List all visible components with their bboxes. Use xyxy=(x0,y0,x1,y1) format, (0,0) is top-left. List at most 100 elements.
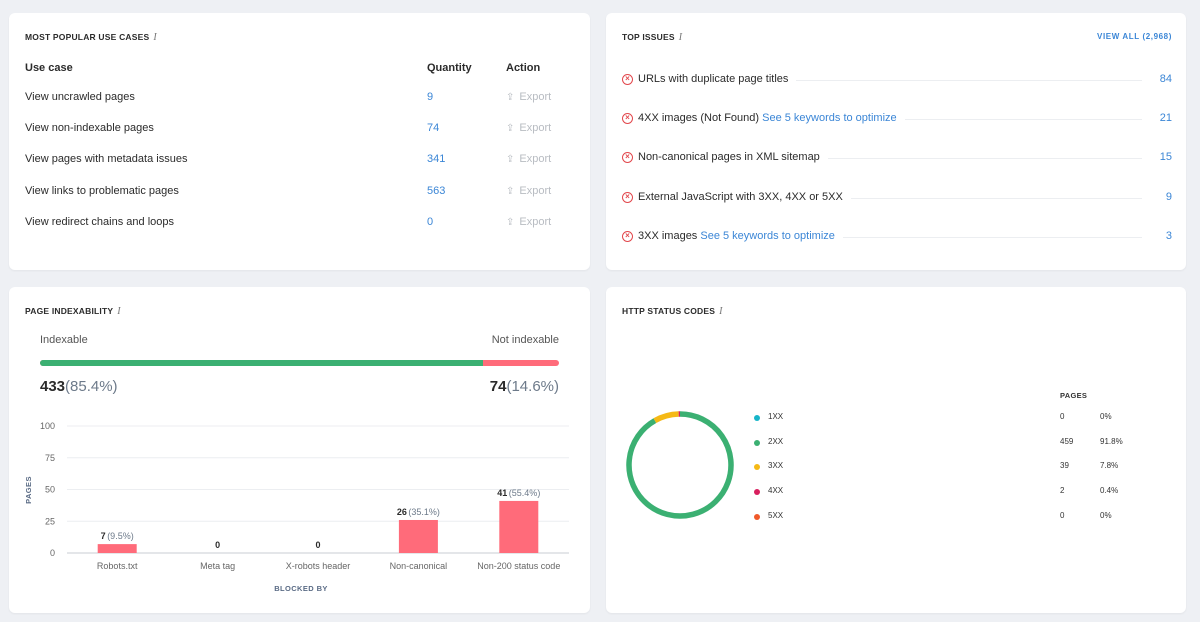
issue-count[interactable]: 21 xyxy=(1159,112,1172,125)
status-legend-row[interactable]: 4XX 2 0.4% xyxy=(754,486,1174,500)
donut-slice-2xx[interactable] xyxy=(626,411,734,519)
export-label: Export xyxy=(519,91,552,103)
issue-text[interactable]: 4XX images (Not Found) See 5 keywords to… xyxy=(638,112,905,125)
export-label: Export xyxy=(519,153,552,166)
info-icon[interactable]: i xyxy=(153,32,157,43)
info-icon[interactable]: i xyxy=(117,306,121,317)
status-legend-row[interactable]: 5XX 0 0% xyxy=(754,511,1174,525)
blocked-by-bar-chart: 0 25 50 75 100 PAGES BLOCKED BY 7 (9.5%) Robots.t… xyxy=(24,421,569,593)
issue-text[interactable]: External JavaScript with 3XX, 4XX or 5XX xyxy=(638,190,851,203)
quantity-link[interactable]: 0 xyxy=(427,215,434,228)
data-label-pct: (35.1%) xyxy=(408,507,440,517)
not-indexable-label: Not indexable xyxy=(491,334,559,346)
quantity-link[interactable]: 74 xyxy=(427,122,440,135)
x-tick-label: Non-200 status code xyxy=(477,561,560,571)
issue-label[interactable]: External JavaScript with 3XX, 4XX or 5XX xyxy=(638,190,843,203)
row-divider xyxy=(638,197,1142,199)
column-header-action: Action xyxy=(506,62,541,74)
issue-label[interactable]: 4XX images (Not Found) xyxy=(638,112,760,125)
y-tick-label: 100 xyxy=(40,421,55,431)
bar[interactable] xyxy=(499,500,539,553)
use-case-name[interactable]: View links to problematic pages xyxy=(25,184,179,197)
x-tick-label: X-robots header xyxy=(286,561,351,571)
view-all-link[interactable]: VIEW ALL (2,968) xyxy=(1097,32,1172,41)
table-row: View pages with metadata issues 341 ⇪ Expor… xyxy=(9,153,590,173)
indexable-bar-fill xyxy=(40,360,484,366)
use-case-name[interactable]: View non-indexable pages xyxy=(25,122,154,135)
quantity-link[interactable]: 341 xyxy=(427,153,446,166)
data-label: 0 xyxy=(215,540,220,550)
status-pages: 39 xyxy=(1060,461,1069,471)
x-tick-label: Meta tag xyxy=(200,561,235,571)
row-divider xyxy=(638,158,1142,160)
issue-label[interactable]: URLs with duplicate page titles xyxy=(638,73,789,85)
column-header-use-case: Use case xyxy=(25,62,73,74)
table-row: View uncrawled pages 9 ⇪ Export xyxy=(9,91,590,111)
legend-dot xyxy=(754,489,760,496)
y-axis-label: PAGES xyxy=(24,476,33,504)
export-label: Export xyxy=(519,122,552,135)
indexable-pct: (85.4%) xyxy=(65,378,118,395)
data-label: 41 (55.4%) xyxy=(497,488,540,498)
upload-icon: ⇪ xyxy=(506,123,515,135)
status-legend-row[interactable]: 1XX 0 0% xyxy=(754,412,1174,426)
status-legend-row[interactable]: 2XX 459 91.8% xyxy=(754,437,1174,451)
use-case-name[interactable]: View uncrawled pages xyxy=(25,91,135,103)
legend-dot xyxy=(754,439,760,446)
keywords-link[interactable]: See 5 keywords to optimize xyxy=(700,229,835,242)
http-status-title-text: HTTP STATUS CODES xyxy=(622,306,716,316)
top-issues-title-text: TOP ISSUES xyxy=(622,32,675,42)
data-label: 26 (35.1%) xyxy=(397,507,440,517)
quantity-link[interactable]: 563 xyxy=(427,184,446,197)
issue-label[interactable]: 3XX images xyxy=(638,229,698,242)
quantity-link[interactable]: 9 xyxy=(427,91,434,103)
legend-dot xyxy=(754,464,760,471)
not-indexable-value: 74 xyxy=(489,378,507,395)
use-case-name[interactable]: View pages with metadata issues xyxy=(25,153,188,166)
indexability-bar xyxy=(40,360,559,366)
issue-text[interactable]: Non-canonical pages in XML sitemap xyxy=(638,151,828,164)
info-icon[interactable]: i xyxy=(678,32,683,43)
export-button[interactable]: ⇪ Export xyxy=(506,185,551,197)
not-indexable-pct: (14.6%) xyxy=(506,378,559,395)
status-pages: 459 xyxy=(1060,436,1074,446)
x-tick-label: Non-canonical xyxy=(390,561,448,571)
issue-count[interactable]: 3 xyxy=(1165,229,1172,242)
keywords-link[interactable]: See 5 keywords to optimize xyxy=(762,112,897,125)
y-tick-label: 0 xyxy=(50,548,55,558)
status-code: 1XX xyxy=(768,412,784,421)
issue-count[interactable]: 9 xyxy=(1165,190,1172,203)
error-circle-icon: × xyxy=(622,152,633,164)
bar[interactable] xyxy=(398,519,438,553)
issue-row: × URLs with duplicate page titles 84 xyxy=(622,73,1172,91)
issue-count[interactable]: 84 xyxy=(1159,73,1172,85)
issue-text[interactable]: 3XX images See 5 keywords to optimize xyxy=(638,229,843,242)
status-pct: 0.4% xyxy=(1100,486,1119,496)
export-button[interactable]: ⇪ Export xyxy=(506,91,551,103)
upload-icon: ⇪ xyxy=(506,92,515,103)
info-icon[interactable]: i xyxy=(719,306,723,317)
use-case-name[interactable]: View redirect chains and loops xyxy=(25,215,174,228)
issue-text[interactable]: URLs with duplicate page titles xyxy=(638,73,797,85)
row-divider xyxy=(638,236,1142,238)
export-button[interactable]: ⇪ Export xyxy=(506,122,551,134)
status-legend-row[interactable]: 3XX 39 7.8% xyxy=(754,461,1174,475)
page-indexability-title-text: PAGE INDEXABILITY xyxy=(25,306,114,316)
export-button[interactable]: ⇪ Export xyxy=(506,153,551,165)
export-button[interactable]: ⇪ Export xyxy=(506,216,551,228)
export-label: Export xyxy=(519,215,552,228)
error-circle-icon: × xyxy=(622,74,633,85)
status-pct: 0% xyxy=(1100,510,1112,520)
donut-slice-3xx[interactable] xyxy=(653,411,679,424)
issue-label[interactable]: Non-canonical pages in XML sitemap xyxy=(638,151,820,164)
issue-count[interactable]: 15 xyxy=(1159,151,1172,164)
indexable-count: 433(85.4%) xyxy=(40,378,118,395)
not-indexable-count: 74(14.6%) xyxy=(490,378,559,395)
upload-icon: ⇪ xyxy=(506,154,515,166)
issue-row: × External JavaScript with 3XX, 4XX or 5X… xyxy=(622,190,1172,209)
status-code: 2XX xyxy=(768,436,784,446)
bar[interactable] xyxy=(97,544,137,553)
data-label-value: 41 xyxy=(497,488,507,498)
legend-dot xyxy=(754,415,760,421)
data-label-pct: (9.5%) xyxy=(107,531,134,541)
